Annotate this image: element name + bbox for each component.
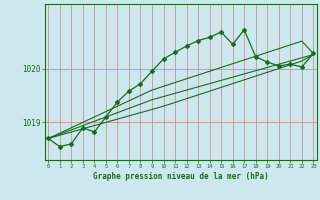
- X-axis label: Graphe pression niveau de la mer (hPa): Graphe pression niveau de la mer (hPa): [93, 172, 269, 181]
